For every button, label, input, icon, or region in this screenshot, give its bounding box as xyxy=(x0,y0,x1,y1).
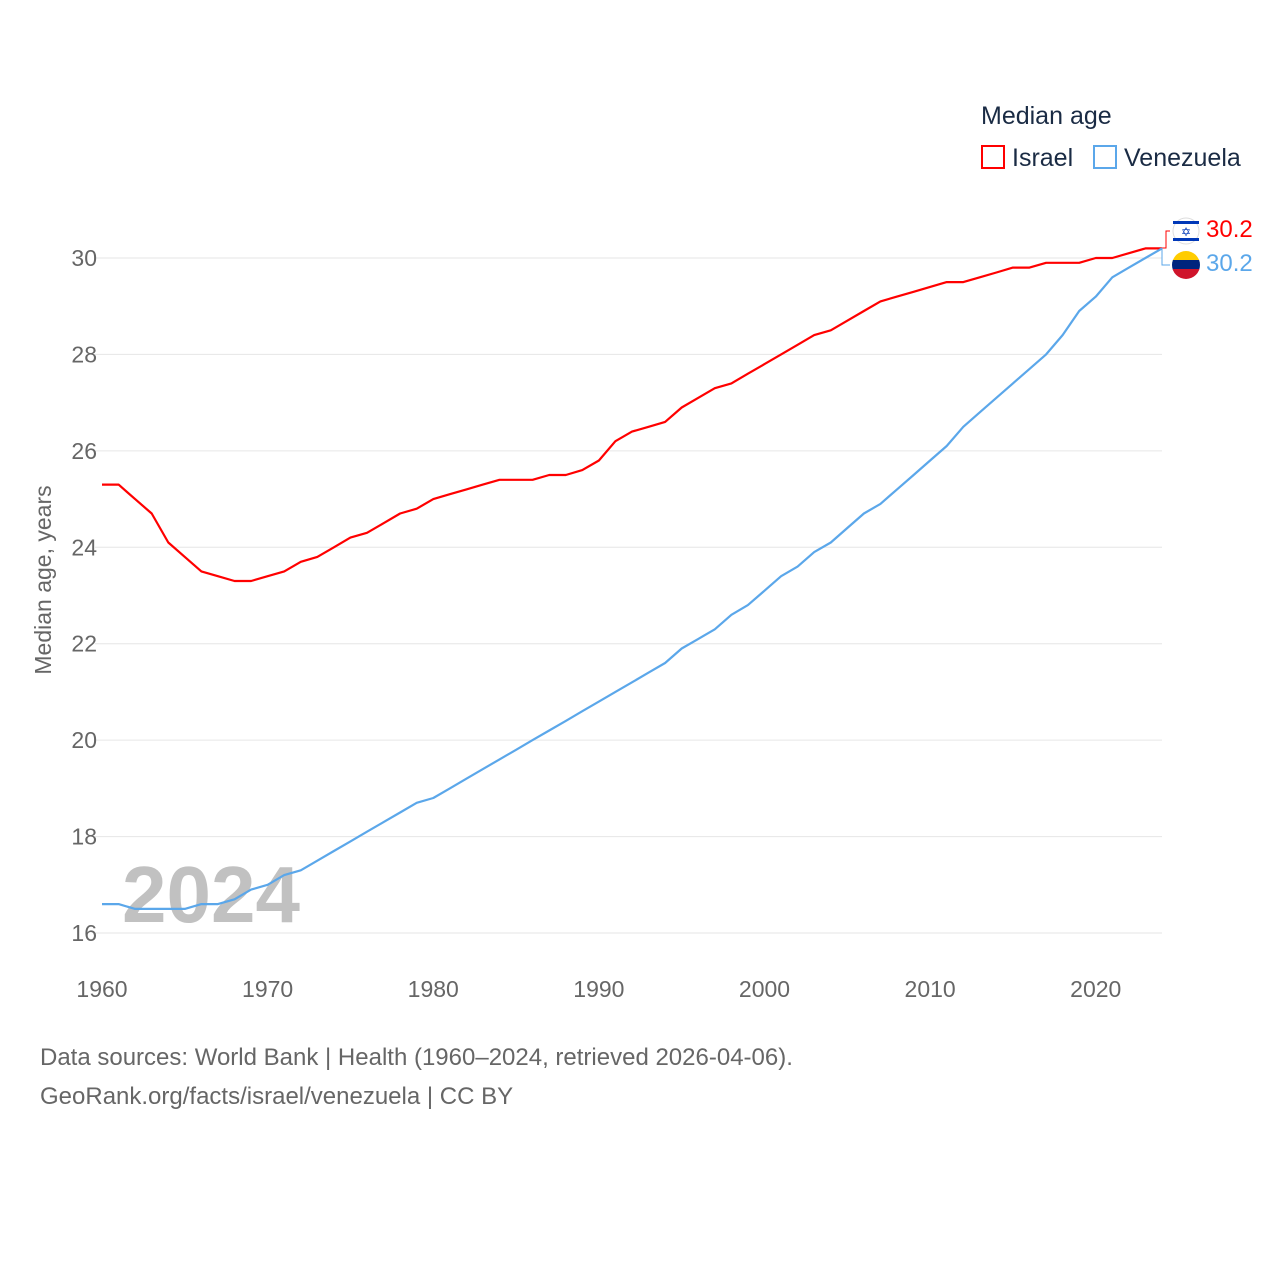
venezuela-connector xyxy=(1161,248,1170,266)
x-tick-label: 2010 xyxy=(905,976,956,1002)
y-tick-label: 30 xyxy=(71,245,97,271)
y-tick-label: 18 xyxy=(71,824,97,850)
legend-swatch-venezuela[interactable] xyxy=(1093,145,1117,169)
israel-connector xyxy=(1162,230,1170,249)
legend-title: Median age xyxy=(981,102,1112,130)
legend-label-israel[interactable]: Israel xyxy=(1012,144,1073,172)
x-tick-label: 1970 xyxy=(242,976,293,1002)
israel-flag-icon: ✡ xyxy=(1172,217,1200,245)
x-tick-label: 2000 xyxy=(739,976,790,1002)
y-axis-title: Median age, years xyxy=(30,485,56,674)
y-tick-label: 28 xyxy=(71,341,97,367)
x-tick-label: 2020 xyxy=(1070,976,1121,1002)
y-tick-label: 24 xyxy=(71,534,97,560)
legend-swatch-israel[interactable] xyxy=(981,145,1005,169)
venezuela-end-value: 30.2 xyxy=(1206,250,1253,277)
series-lines xyxy=(102,247,1163,910)
series-line-venezuela[interactable] xyxy=(102,247,1163,910)
x-tick-label: 1960 xyxy=(76,976,127,1002)
x-tick-label: 1980 xyxy=(408,976,459,1002)
series-line-israel[interactable] xyxy=(102,247,1162,583)
x-axis-ticks: 1960 1970 1980 1990 2000 2010 2020 xyxy=(76,976,1121,1002)
end-labels: ✡ 30.2 30.2 xyxy=(1161,216,1253,279)
y-tick-label: 26 xyxy=(71,438,97,464)
gridlines xyxy=(95,257,1162,934)
year-watermark: 2024 xyxy=(122,850,300,939)
x-tick-label: 1990 xyxy=(573,976,624,1002)
y-tick-label: 22 xyxy=(71,631,97,657)
y-tick-label: 20 xyxy=(71,727,97,753)
footer-attribution[interactable]: GeoRank.org/facts/israel/venezuela | CC … xyxy=(40,1083,514,1110)
legend-label-venezuela[interactable]: Venezuela xyxy=(1124,144,1241,172)
israel-end-value: 30.2 xyxy=(1206,216,1253,243)
venezuela-flag-icon xyxy=(1172,251,1200,279)
legend: Median age Israel Venezuela xyxy=(981,102,1241,172)
footer-sources: Data sources: World Bank | Health (1960–… xyxy=(40,1044,793,1071)
y-axis-ticks: 16 18 20 22 24 26 28 30 xyxy=(71,245,97,946)
y-tick-label: 16 xyxy=(71,920,97,946)
svg-text:✡: ✡ xyxy=(1181,225,1191,239)
